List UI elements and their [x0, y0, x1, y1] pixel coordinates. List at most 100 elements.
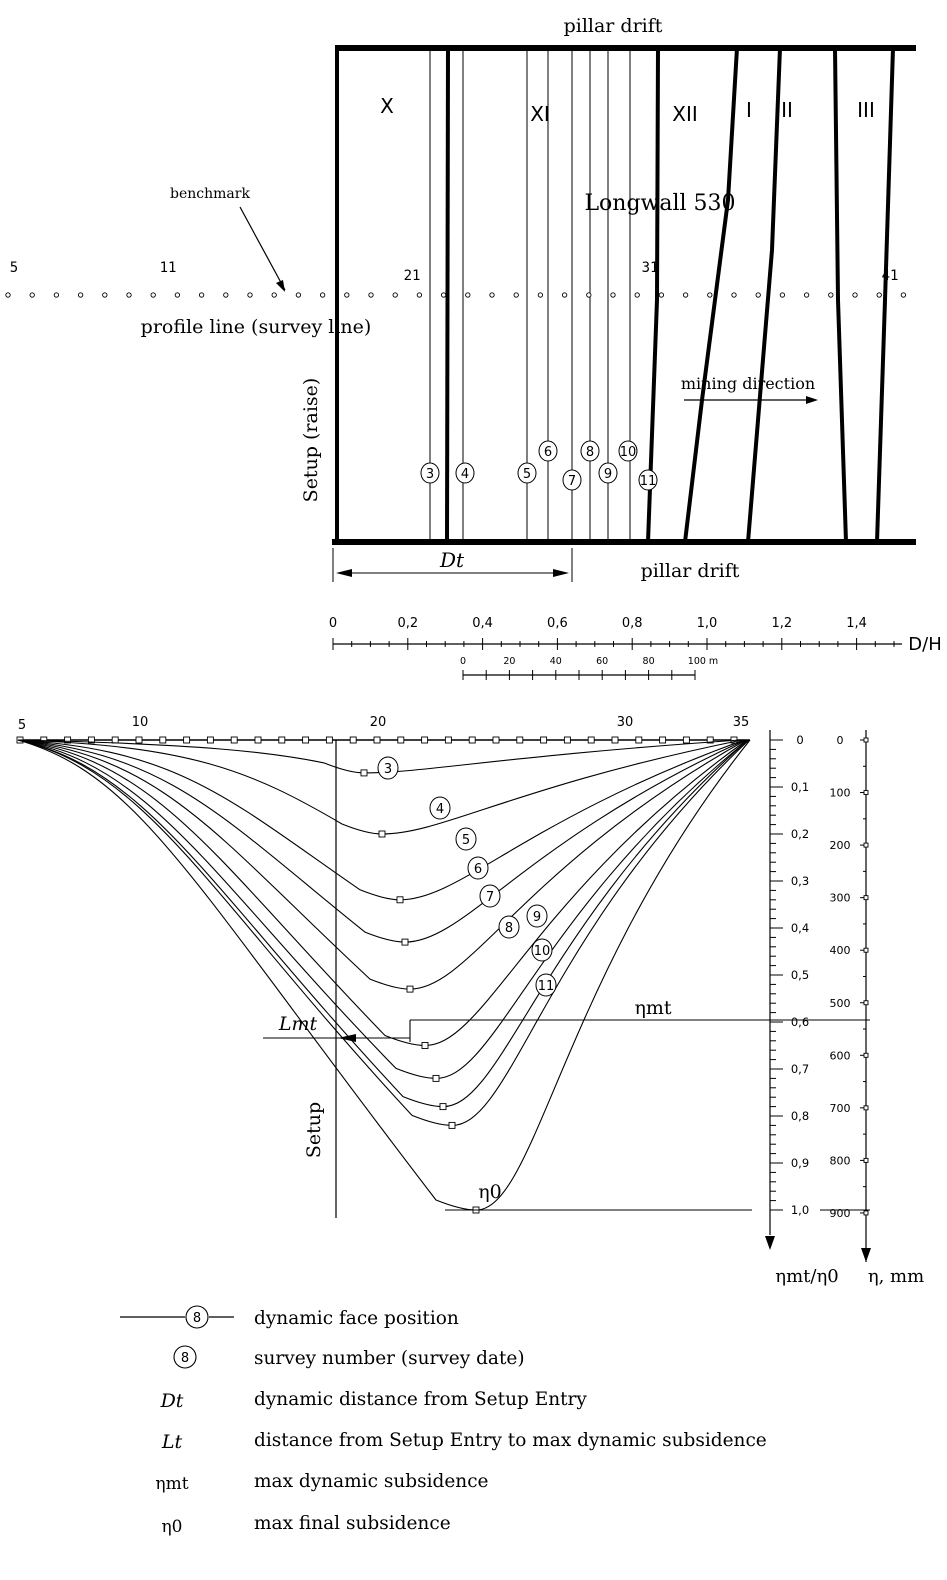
face-line-xi — [646, 47, 660, 543]
dh-tick-label: 1,2 — [771, 616, 792, 631]
dh-tick-label: 0 — [329, 616, 337, 631]
face-number-circle — [479, 884, 501, 908]
max-subsidence-point — [439, 1103, 447, 1111]
ratio-tick-label: 1,0 — [791, 1203, 809, 1217]
legend: 8 8 Dt Lt ηmt η0 dynamic face position s… — [120, 1305, 767, 1537]
lmt-arrow — [338, 1034, 356, 1042]
legend-dt-symbol: Dt — [160, 1390, 184, 1412]
station-marker — [659, 736, 667, 744]
dh-axis-label: D/H — [908, 634, 941, 655]
subsidence-curve-10 — [17, 739, 749, 1108]
face-number-circle — [420, 462, 440, 484]
mining-direction-label: mining direction — [681, 374, 815, 393]
station-marker — [540, 736, 548, 744]
panel-label: III — [857, 98, 875, 122]
mm-tick-marker — [863, 895, 869, 901]
ratio-tick-label: 0,8 — [791, 1109, 809, 1123]
panel-label: I — [746, 98, 752, 122]
scale-label: 100 m — [688, 656, 718, 667]
dh-tick-label: 0,2 — [397, 616, 418, 631]
survey-point — [102, 292, 108, 298]
station-label: 21 — [404, 268, 421, 284]
ratio-tick-label: 0 — [796, 733, 803, 747]
face-line-x — [445, 47, 450, 543]
face-number-label: 10 — [534, 944, 551, 959]
legend-eta-0-symbol: η0 — [161, 1517, 182, 1537]
station-marker — [421, 736, 429, 744]
mm-tick-label: 700 — [830, 1102, 851, 1115]
scale-label: 80 — [643, 656, 655, 667]
survey-point — [247, 292, 253, 298]
max-subsidence-point — [360, 769, 368, 777]
face-number-circle — [618, 440, 638, 462]
station-marker — [254, 736, 262, 744]
lmt-label: Lmt — [278, 1013, 318, 1035]
mm-tick-marker — [863, 1105, 869, 1111]
survey-point — [876, 292, 882, 298]
setup-label: Setup — [303, 1102, 325, 1158]
face-number-circle — [531, 938, 553, 962]
mm-tick-marker — [863, 1000, 869, 1006]
station-marker — [611, 736, 619, 744]
face-number-label: 6 — [544, 445, 552, 460]
face-number-label: 8 — [586, 445, 594, 460]
face-line-iii — [875, 47, 895, 543]
panel-label: II — [781, 98, 793, 122]
ratio-tick-label: 0,9 — [791, 1156, 809, 1170]
station-label: 11 — [160, 260, 177, 276]
mm-tick-marker — [863, 947, 869, 953]
survey-point — [368, 292, 374, 298]
station-marker — [159, 736, 167, 744]
survey-point — [828, 292, 834, 298]
mm-tick-label: 800 — [830, 1154, 851, 1167]
panel-label: X — [380, 94, 394, 118]
max-subsidence-point — [432, 1074, 440, 1082]
survey-point — [440, 292, 447, 298]
top-pillar-drift-label: pillar drift — [564, 15, 663, 37]
bottom-pillar-drift-label: pillar drift — [641, 560, 740, 582]
station-marker — [444, 736, 452, 744]
station-label: 5 — [10, 260, 18, 276]
station-marker — [183, 736, 191, 744]
station-axis-label: 20 — [370, 715, 387, 730]
survey-point — [489, 292, 495, 298]
subsidence-curve-3 — [17, 739, 741, 774]
station-axis-labels: 5 10 20 30 35 — [18, 715, 749, 733]
dt-arrow-left — [336, 569, 352, 577]
face-number-circle — [517, 462, 537, 484]
station-axis-label: 10 — [132, 715, 149, 730]
face-line-i — [746, 47, 782, 543]
survey-point — [271, 292, 277, 298]
ratio-tick-label: 0,1 — [791, 780, 809, 794]
mm-axis-label: η, mm — [868, 1266, 924, 1287]
survey-line — [5, 292, 907, 298]
scale-label: 40 — [550, 656, 562, 667]
legend-text: dynamic distance from Setup Entry — [254, 1389, 587, 1410]
longwall-label: Longwall 530 — [584, 191, 735, 216]
subsidence-curve-7 — [17, 739, 747, 990]
benchmark-arrow-head — [276, 280, 285, 292]
subsidence-curve-5 — [17, 739, 745, 901]
survey-point — [319, 292, 326, 298]
scale-label: 0 — [460, 656, 466, 667]
plan-view: pillar drift X XI XII I II — [5, 15, 916, 582]
face-number-label: 5 — [523, 467, 531, 482]
ratio-tick-label: 0,5 — [791, 968, 809, 982]
mm-tick-label: 0 — [837, 734, 844, 747]
face-number-circle — [580, 440, 600, 462]
station-marker — [87, 736, 95, 744]
face-number-circle — [455, 827, 477, 851]
survey-point — [465, 292, 471, 298]
station-axis-label: 30 — [617, 715, 634, 730]
dh-axis: 0 0,2 0,4 0,6 0,8 1,0 1,2 1,4 D/H — [329, 616, 942, 655]
dh-tick-label: 0,4 — [472, 616, 493, 631]
face-number-label: 9 — [604, 467, 612, 482]
face-lines — [429, 47, 895, 543]
mm-tick-marker — [863, 790, 869, 795]
eta-mt-label: ηmt — [634, 997, 671, 1019]
face-number-label: 3 — [426, 467, 434, 482]
station-marker — [373, 736, 381, 744]
survey-point — [586, 292, 592, 298]
